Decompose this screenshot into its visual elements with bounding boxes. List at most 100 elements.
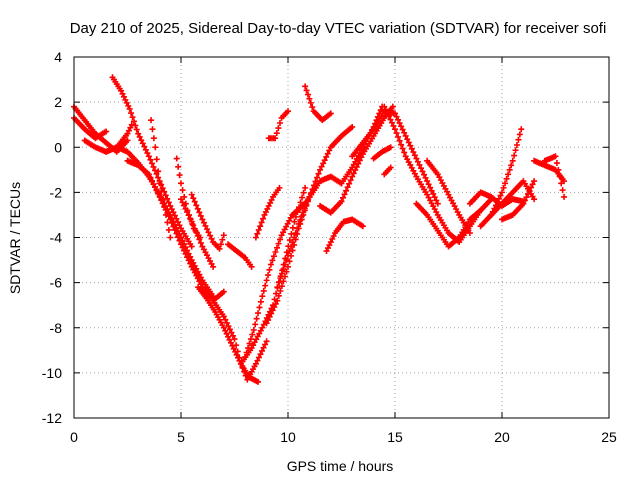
data-point: [526, 187, 533, 194]
data-point: [390, 122, 397, 129]
data-point: [263, 338, 270, 345]
data-point: [317, 166, 324, 173]
data-point: [255, 226, 262, 233]
data-point: [497, 192, 504, 199]
x-tick-label: 15: [387, 429, 403, 445]
data-point: [300, 209, 307, 216]
data-point: [326, 147, 333, 154]
data-point: [234, 348, 241, 355]
y-tick-label: -2: [50, 184, 63, 200]
data-point: [173, 230, 180, 237]
data-point: [263, 277, 270, 284]
data-point: [217, 241, 224, 248]
data-point: [208, 235, 215, 242]
data-point: [295, 220, 302, 227]
data-point: [502, 180, 509, 187]
data-point: [176, 172, 183, 179]
data-point: [302, 83, 309, 90]
data-point: [236, 354, 243, 361]
data-point: [396, 137, 403, 144]
data-point: [185, 212, 192, 219]
data-point: [268, 196, 275, 203]
data-point: [254, 357, 261, 364]
data-point: [377, 107, 384, 114]
data-point: [188, 243, 195, 250]
data-point: [190, 195, 197, 202]
y-tick-label: -12: [42, 410, 62, 426]
data-point: [255, 378, 262, 385]
y-axis-label: SDTVAR / TECUs: [7, 182, 23, 294]
data-point: [428, 187, 435, 194]
data-point: [226, 326, 233, 333]
data-point: [181, 247, 188, 254]
data-point: [220, 232, 227, 239]
data-point: [350, 170, 357, 177]
data-point: [531, 178, 538, 185]
series-arc-12: [210, 297, 270, 383]
data-point: [203, 226, 210, 233]
data-point: [338, 198, 345, 205]
data-point: [413, 155, 420, 162]
data-point: [393, 113, 400, 120]
data-point: [233, 342, 240, 349]
data-point: [494, 199, 501, 206]
data-point: [387, 164, 394, 171]
data-point: [292, 229, 299, 236]
data-point: [388, 119, 395, 126]
data-point: [275, 292, 282, 299]
data-point: [262, 208, 269, 215]
data-point: [358, 154, 365, 161]
data-point: [280, 278, 287, 285]
data-point: [150, 163, 157, 170]
data-point: [297, 199, 304, 206]
data-point: [197, 239, 204, 246]
data-point: [147, 156, 154, 163]
data-point: [273, 244, 280, 251]
x-tick-label: 0: [70, 429, 78, 445]
data-point: [184, 209, 191, 216]
data-point: [555, 166, 562, 173]
data-point: [392, 110, 398, 117]
y-tick-label: -10: [42, 365, 62, 381]
data-point: [136, 133, 143, 140]
data-point: [516, 131, 523, 138]
data-point: [292, 213, 299, 220]
data-point: [276, 184, 283, 191]
data-point: [139, 140, 146, 147]
data-point: [327, 239, 334, 246]
data-point: [153, 187, 160, 194]
data-point: [228, 329, 235, 336]
data-point: [187, 215, 194, 222]
data-point: [399, 126, 406, 133]
series-arc-20: [302, 83, 334, 124]
series-arc-9: [178, 196, 217, 270]
data-point: [200, 219, 207, 226]
data-point: [273, 130, 280, 137]
data-point: [156, 180, 163, 187]
x-tick-label: 20: [494, 429, 510, 445]
data-point: [277, 236, 284, 243]
data-point: [558, 180, 565, 187]
data-point: [270, 253, 277, 260]
data-point: [559, 187, 566, 194]
data-point: [419, 168, 426, 175]
data-point: [387, 144, 394, 151]
data-point: [285, 263, 291, 270]
data-point: [346, 180, 353, 187]
data-point: [275, 125, 282, 132]
data-point: [466, 229, 473, 236]
data-point: [257, 298, 264, 305]
data-point: [508, 162, 515, 169]
data-point: [417, 165, 424, 172]
data-point: [150, 135, 157, 142]
data-point: [165, 199, 172, 206]
data-point: [269, 257, 276, 264]
y-tick-label: -6: [50, 275, 63, 291]
data-point: [326, 242, 333, 249]
data-point: [181, 193, 188, 200]
data-point: [165, 226, 172, 233]
data-point: [124, 130, 131, 137]
x-tick-label: 5: [177, 429, 185, 445]
data-point: [231, 336, 238, 343]
data-point: [401, 149, 408, 156]
